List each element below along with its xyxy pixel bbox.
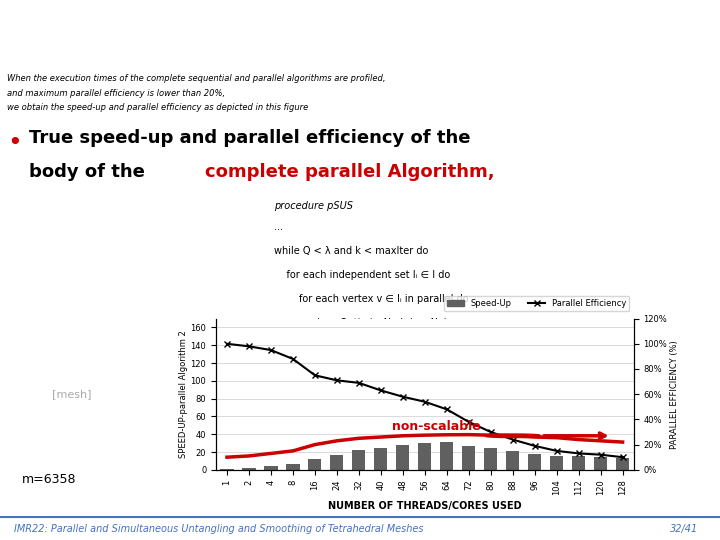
Bar <box>572 456 585 470</box>
Bar <box>396 445 410 470</box>
Text: complete parallel Algorithm,: complete parallel Algorithm, <box>205 163 495 181</box>
Text: non-scalable: non-scalable <box>392 420 480 433</box>
Bar <box>220 469 233 470</box>
Bar <box>440 442 454 470</box>
Text: for each independent set Iᵢ ∈ I do: for each independent set Iᵢ ∈ I do <box>274 270 450 280</box>
Text: m=6358: m=6358 <box>22 473 76 486</box>
Bar <box>308 459 322 470</box>
Bar <box>243 468 256 470</box>
Text: procedure pSUS: procedure pSUS <box>274 201 353 212</box>
Text: we obtain the speed-up and parallel efficiency as depicted in this figure: we obtain the speed-up and parallel effi… <box>7 103 308 112</box>
Bar <box>330 455 343 470</box>
Bar <box>594 457 607 470</box>
Text: x'v ← OptimizeNode(xv, Nv): x'v ← OptimizeNode(xv, Nv) <box>274 318 447 328</box>
Bar <box>264 466 277 470</box>
Y-axis label: SPEED-UP-parallel Algorithm 2: SPEED-UP-parallel Algorithm 2 <box>179 330 188 458</box>
Legend: Speed-Up, Parallel Efficiency: Speed-Up, Parallel Efficiency <box>444 295 629 311</box>
Bar <box>484 448 498 470</box>
Text: IMR22: Parallel and Simultaneous Untangling and Smoothing of Tetrahedral Meshes: IMR22: Parallel and Simultaneous Untangl… <box>14 524 424 534</box>
Text: True speed-up and parallel efficiency of the: True speed-up and parallel efficiency of… <box>29 129 470 146</box>
Text: and maximum parallel efficiency is lower than 20%,: and maximum parallel efficiency is lower… <box>7 89 225 98</box>
Text: When the execution times of the complete sequential and parallel algorithms are : When the execution times of the complete… <box>7 74 386 83</box>
Text: [mesh]: [mesh] <box>53 389 91 399</box>
Bar <box>616 458 629 470</box>
Bar <box>462 446 475 470</box>
Text: •: • <box>7 131 22 155</box>
Bar <box>506 451 519 470</box>
Bar <box>374 448 387 470</box>
Text: 32/41: 32/41 <box>670 524 698 534</box>
X-axis label: NUMBER OF THREADS/CORES USED: NUMBER OF THREADS/CORES USED <box>328 501 521 511</box>
Bar <box>550 456 563 470</box>
Text: ...: ... <box>274 222 283 233</box>
Text: while Q < λ and k < maxIter do: while Q < λ and k < maxIter do <box>274 246 428 256</box>
Y-axis label: PARALLEL EFFICIENCY (%): PARALLEL EFFICIENCY (%) <box>670 340 679 449</box>
Bar <box>352 450 366 470</box>
Text: for each vertex v ∈ Iᵢ in parallel do: for each vertex v ∈ Iᵢ in parallel do <box>274 294 468 304</box>
Bar <box>418 443 431 470</box>
Bar <box>528 454 541 470</box>
Text: Performance scalability: Performance scalability <box>14 18 420 47</box>
Bar <box>287 463 300 470</box>
Text: body of the: body of the <box>29 163 151 181</box>
